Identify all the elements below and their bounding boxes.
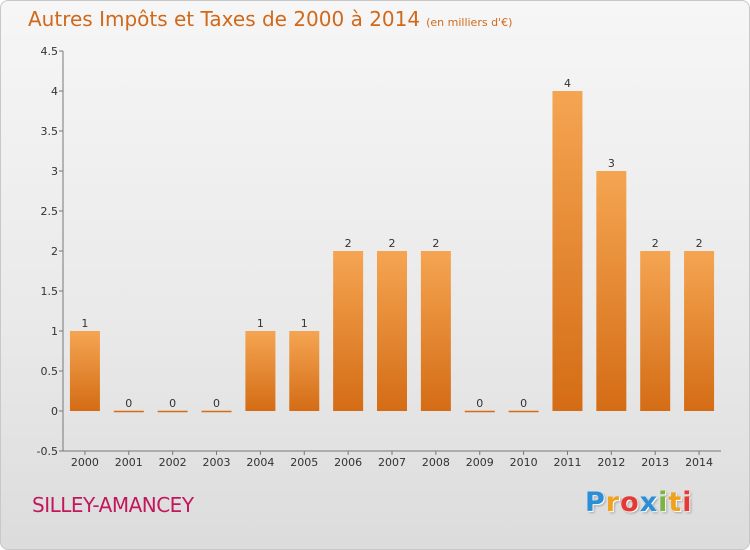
bar [245, 331, 276, 411]
data-label: 1 [301, 317, 308, 330]
chart-title: Autres Impôts et Taxes de 2000 à 2014 (en… [28, 7, 512, 31]
logo-letter: t [668, 487, 683, 518]
x-tick-label: 2001 [115, 456, 143, 469]
logo-letter: P [585, 487, 606, 518]
x-tick-label: 2012 [597, 456, 625, 469]
x-tick-label: 2000 [71, 456, 99, 469]
bar [640, 251, 671, 411]
logo-letter: x [639, 487, 659, 518]
data-label: 1 [257, 317, 264, 330]
y-tick-label: 4.5 [41, 45, 59, 58]
data-label: 2 [652, 237, 659, 250]
chart-title-text: Autres Impôts et Taxes de 2000 à 2014 [28, 7, 421, 31]
bar [69, 331, 100, 411]
data-label: 1 [81, 317, 88, 330]
x-tick-label: 2009 [466, 456, 494, 469]
logo-letter: o [620, 487, 640, 518]
bar [333, 251, 364, 411]
bar [684, 251, 715, 411]
chart-unit-text: (en milliers d'€) [426, 16, 513, 29]
data-label: 3 [608, 157, 615, 170]
x-tick-label: 2004 [246, 456, 274, 469]
x-tick-label: 2007 [378, 456, 406, 469]
x-tick-label: 2011 [553, 456, 581, 469]
y-tick-label: 1 [51, 325, 58, 338]
data-label: 2 [389, 237, 396, 250]
x-tick-label: 2005 [290, 456, 318, 469]
y-tick-label: -0.5 [37, 445, 58, 458]
x-tick-label: 2006 [334, 456, 362, 469]
place-name: SILLEY-AMANCEY [32, 493, 194, 517]
data-label: 4 [564, 77, 571, 90]
logo-letter: i [658, 487, 669, 518]
y-tick-label: 4 [51, 85, 58, 98]
y-tick-label: 0 [51, 405, 58, 418]
data-label: 0 [476, 397, 483, 410]
bar [552, 91, 583, 411]
y-tick-label: 0.5 [41, 365, 59, 378]
x-tick-label: 2008 [422, 456, 450, 469]
data-label: 0 [520, 397, 527, 410]
y-tick-label: 2.5 [41, 205, 59, 218]
data-label: 0 [213, 397, 220, 410]
data-label: 2 [696, 237, 703, 250]
data-label: 0 [125, 397, 132, 410]
data-label: 2 [345, 237, 352, 250]
bar [420, 251, 451, 411]
proxiti-logo: Proxiti [585, 487, 693, 518]
data-label: 2 [432, 237, 439, 250]
x-tick-label: 2014 [685, 456, 713, 469]
logo-letter: i [682, 487, 693, 518]
x-tick-label: 2010 [510, 456, 538, 469]
bar [596, 171, 627, 411]
y-tick-label: 3.5 [41, 125, 59, 138]
x-tick-label: 2002 [159, 456, 187, 469]
logo-letter: r [605, 487, 621, 518]
y-tick-label: 1.5 [41, 285, 59, 298]
y-tick-label: 2 [51, 245, 58, 258]
bar [377, 251, 407, 411]
x-tick-label: 2003 [203, 456, 231, 469]
bar [289, 331, 320, 411]
y-tick-label: 3 [51, 165, 58, 178]
data-label: 0 [169, 397, 176, 410]
x-tick-label: 2013 [641, 456, 669, 469]
